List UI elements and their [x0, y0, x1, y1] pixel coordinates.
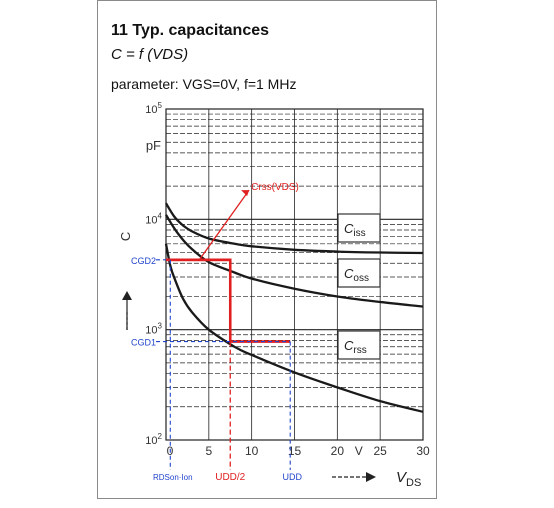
crss-annotation-label: Crss(VDS): [251, 182, 299, 193]
figure-parameter: parameter: VGS=0V, f=1 MHz: [111, 76, 297, 92]
curve-label-crss: Crss: [344, 338, 367, 356]
y-tick-label: 104: [145, 211, 162, 226]
x-tick-label: 10: [245, 444, 259, 458]
crss-annotation-arrow: [198, 189, 250, 262]
curve-label-box-coss: [337, 258, 381, 288]
udd-half-label: UDD/2: [215, 472, 245, 483]
x-tick-label: 5: [205, 444, 212, 458]
y-tick-label: 103: [145, 322, 162, 337]
curve-label-ciss: Ciss: [344, 221, 366, 239]
figure-formula: C = f (VDS): [111, 46, 189, 63]
x-tick-label: 25: [373, 444, 387, 458]
cgd1-label: CGD1: [131, 338, 156, 348]
y-axis-label: C: [118, 232, 133, 241]
x-axis-label: VDS: [396, 469, 421, 489]
x-tick-label: 15: [288, 444, 302, 458]
rdson-label: RDSon·Ion: [153, 473, 193, 482]
curve-label-box-ciss: [337, 213, 381, 243]
y-tick-label: 102: [145, 432, 162, 447]
curve-label-coss: Coss: [344, 266, 369, 284]
curve-label-box-crss: [337, 330, 381, 360]
y-axis-arrow-head: [122, 291, 132, 300]
series-curve-coss: [165, 214, 424, 308]
series-curve-ciss: [165, 202, 424, 255]
x-unit-label: V: [355, 444, 363, 458]
udd-label: UDD: [282, 472, 302, 482]
x-tick-label: 30: [416, 444, 430, 458]
x-axis-arrow-head: [366, 472, 376, 482]
cgd2-label: CGD2: [131, 256, 156, 266]
y-unit-label: pF: [146, 138, 161, 153]
figure-title: 11 Typ. capacitances: [111, 22, 270, 39]
crss-annotation-arrowhead: [241, 190, 250, 197]
series-curve-crss: [164, 243, 424, 413]
y-tick-label: 105: [145, 101, 162, 116]
x-tick-label: 20: [331, 444, 345, 458]
